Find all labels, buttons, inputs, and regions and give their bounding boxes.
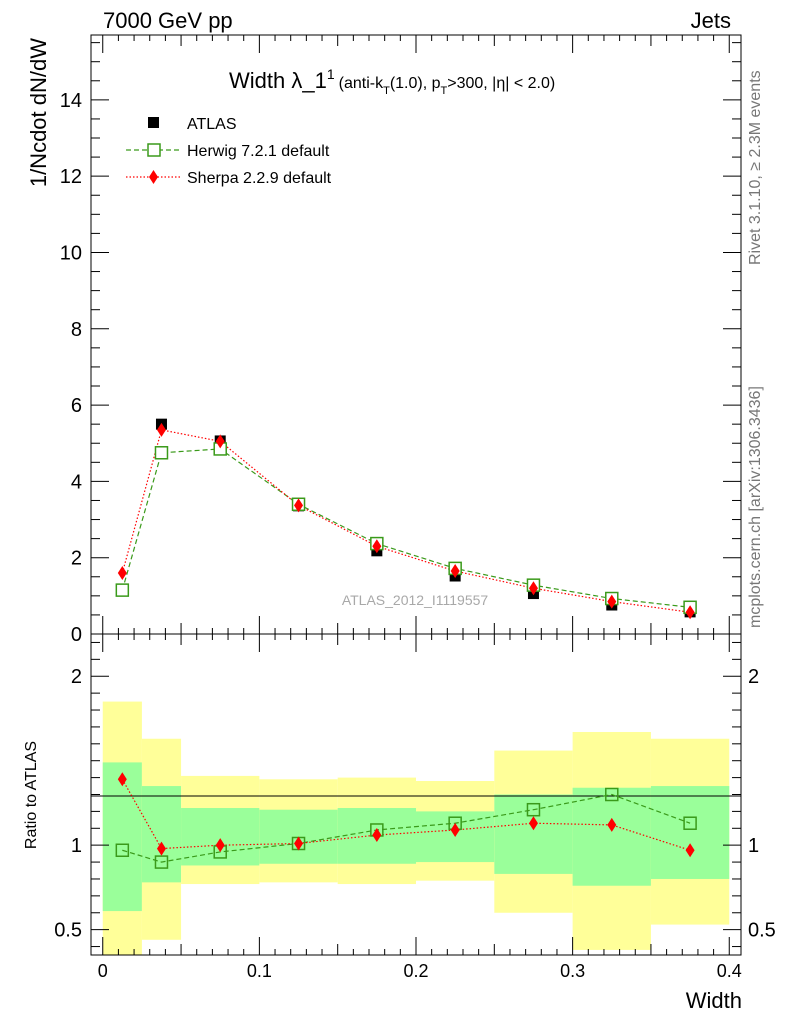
sherpa-point [528, 581, 538, 596]
ratio-y-tick-label-right: 1 [748, 835, 759, 857]
ratio-y-axis-label: Ratio to ATLAS [23, 741, 40, 849]
x-axis-label: Width [686, 988, 742, 1013]
main-y-tick-label: 10 [60, 242, 82, 264]
ratio-herwig-point [605, 787, 619, 802]
ratio-sherpa-point [156, 841, 166, 856]
main-line-1 [121, 448, 691, 608]
main-y-tick-label: 0 [71, 624, 82, 646]
legend-sherpa-label: Sherpa 2.2.9 default [187, 170, 332, 187]
main-y-tick-label: 8 [71, 319, 82, 341]
main-ticks: 0 2 4 6 8 10 12 14 [60, 35, 741, 646]
ratio-panel: 0.5 0.51 12 2 Ratio to ATLAS Width 0 0.1 0.2 0… [23, 633, 776, 1013]
herwig-point [154, 446, 169, 460]
ratio-inner-band [572, 787, 651, 886]
analysis-watermark: ATLAS_2012_I1119557 [342, 592, 489, 608]
sherpa-point [450, 564, 460, 579]
x-tick-labels: 0 0.1 0.2 0.3 0.4 [98, 961, 742, 981]
x-tick-label: 0 [98, 961, 108, 981]
sherpa-point [117, 565, 127, 580]
ratio-y-tick-label: 0.5 [54, 920, 82, 942]
header-right: Jets [691, 8, 731, 33]
ratio-inner-band [141, 786, 182, 883]
sherpa-point [372, 539, 382, 554]
sherpa-point [685, 605, 695, 620]
sherpa-point [215, 434, 225, 449]
ratio-frame [90, 633, 742, 956]
ratio-herwig-point [526, 802, 541, 817]
x-tick-label: 0.2 [403, 961, 428, 981]
ratio-sherpa-point [607, 817, 617, 832]
x-tick-label: 0.1 [247, 961, 272, 981]
chart-title: Width λ_11(anti-kT(1.0), pT>300, |η| < 2… [229, 66, 555, 97]
mcplots-label: mcplots.cern.ch [arXiv:1306.3436] [747, 386, 764, 628]
ratio-herwig-point [115, 843, 130, 858]
main-panel: 0 2 4 6 8 10 12 14 Width λ_11(anti-kT(1.0), pT>… [26, 34, 742, 646]
ratio-herwig-point [154, 855, 169, 869]
legend-atlas-label: ATLAS [187, 116, 237, 133]
ratio-y-tick-label: 2 [71, 666, 82, 688]
main-y-tick-label: 4 [71, 471, 82, 493]
main-y-axis-label: 1/Ncdot dN/dW [26, 38, 51, 187]
header-left: 7000 GeV pp [103, 8, 233, 33]
ratio-sherpa-point [294, 836, 304, 851]
ratio-sherpa-point [117, 772, 127, 787]
ratio-y-tick-label-right: 0.5 [748, 920, 776, 942]
legend-herwig-label: Herwig 7.2.1 default [187, 143, 330, 160]
ratio-inner-band [650, 786, 730, 879]
legend-atlas-marker [148, 117, 159, 128]
ratio-line-1 [121, 778, 691, 851]
ratio-y-tick-label-right: 2 [748, 666, 759, 688]
ratio-ticks: 0.5 0.5 1 1 2 2 [54, 634, 776, 955]
ratio-herwig-point [683, 816, 697, 830]
ratio-bands [102, 701, 730, 955]
legend: ATLAS Herwig 7.2.1 default Sherpa 2.2.9 … [126, 116, 332, 187]
sherpa-point [607, 594, 617, 609]
main-y-tick-label: 14 [60, 90, 82, 112]
ratio-sherpa-point [528, 816, 538, 831]
ratio-sherpa-point [450, 822, 460, 837]
ratio-y-tick-label: 1 [71, 835, 82, 857]
main-y-tick-label: 2 [71, 548, 82, 570]
sherpa-point [156, 422, 166, 437]
sherpa-point [294, 498, 304, 513]
ratio-sherpa-point [372, 828, 382, 843]
x-tick-label: 0.3 [560, 961, 585, 981]
rivet-label: Rivet 3.1.10, ≥ 2.3M events [747, 70, 764, 265]
main-y-tick-label: 6 [71, 395, 82, 417]
ratio-inner-band [102, 762, 142, 912]
ratio-inner-band [494, 794, 573, 874]
main-series-lines [121, 429, 691, 613]
ratio-sherpa-point [685, 843, 695, 858]
main-line-2 [121, 429, 691, 613]
ratio-series-markers [115, 772, 697, 869]
main-y-tick-label: 12 [60, 166, 82, 188]
ratio-sherpa-point [215, 838, 225, 853]
legend-herwig-marker [147, 143, 161, 157]
legend-sherpa-marker [149, 170, 158, 184]
x-tick-label: 0.4 [717, 961, 742, 981]
main-series-markers [115, 418, 697, 620]
herwig-point [115, 583, 130, 597]
